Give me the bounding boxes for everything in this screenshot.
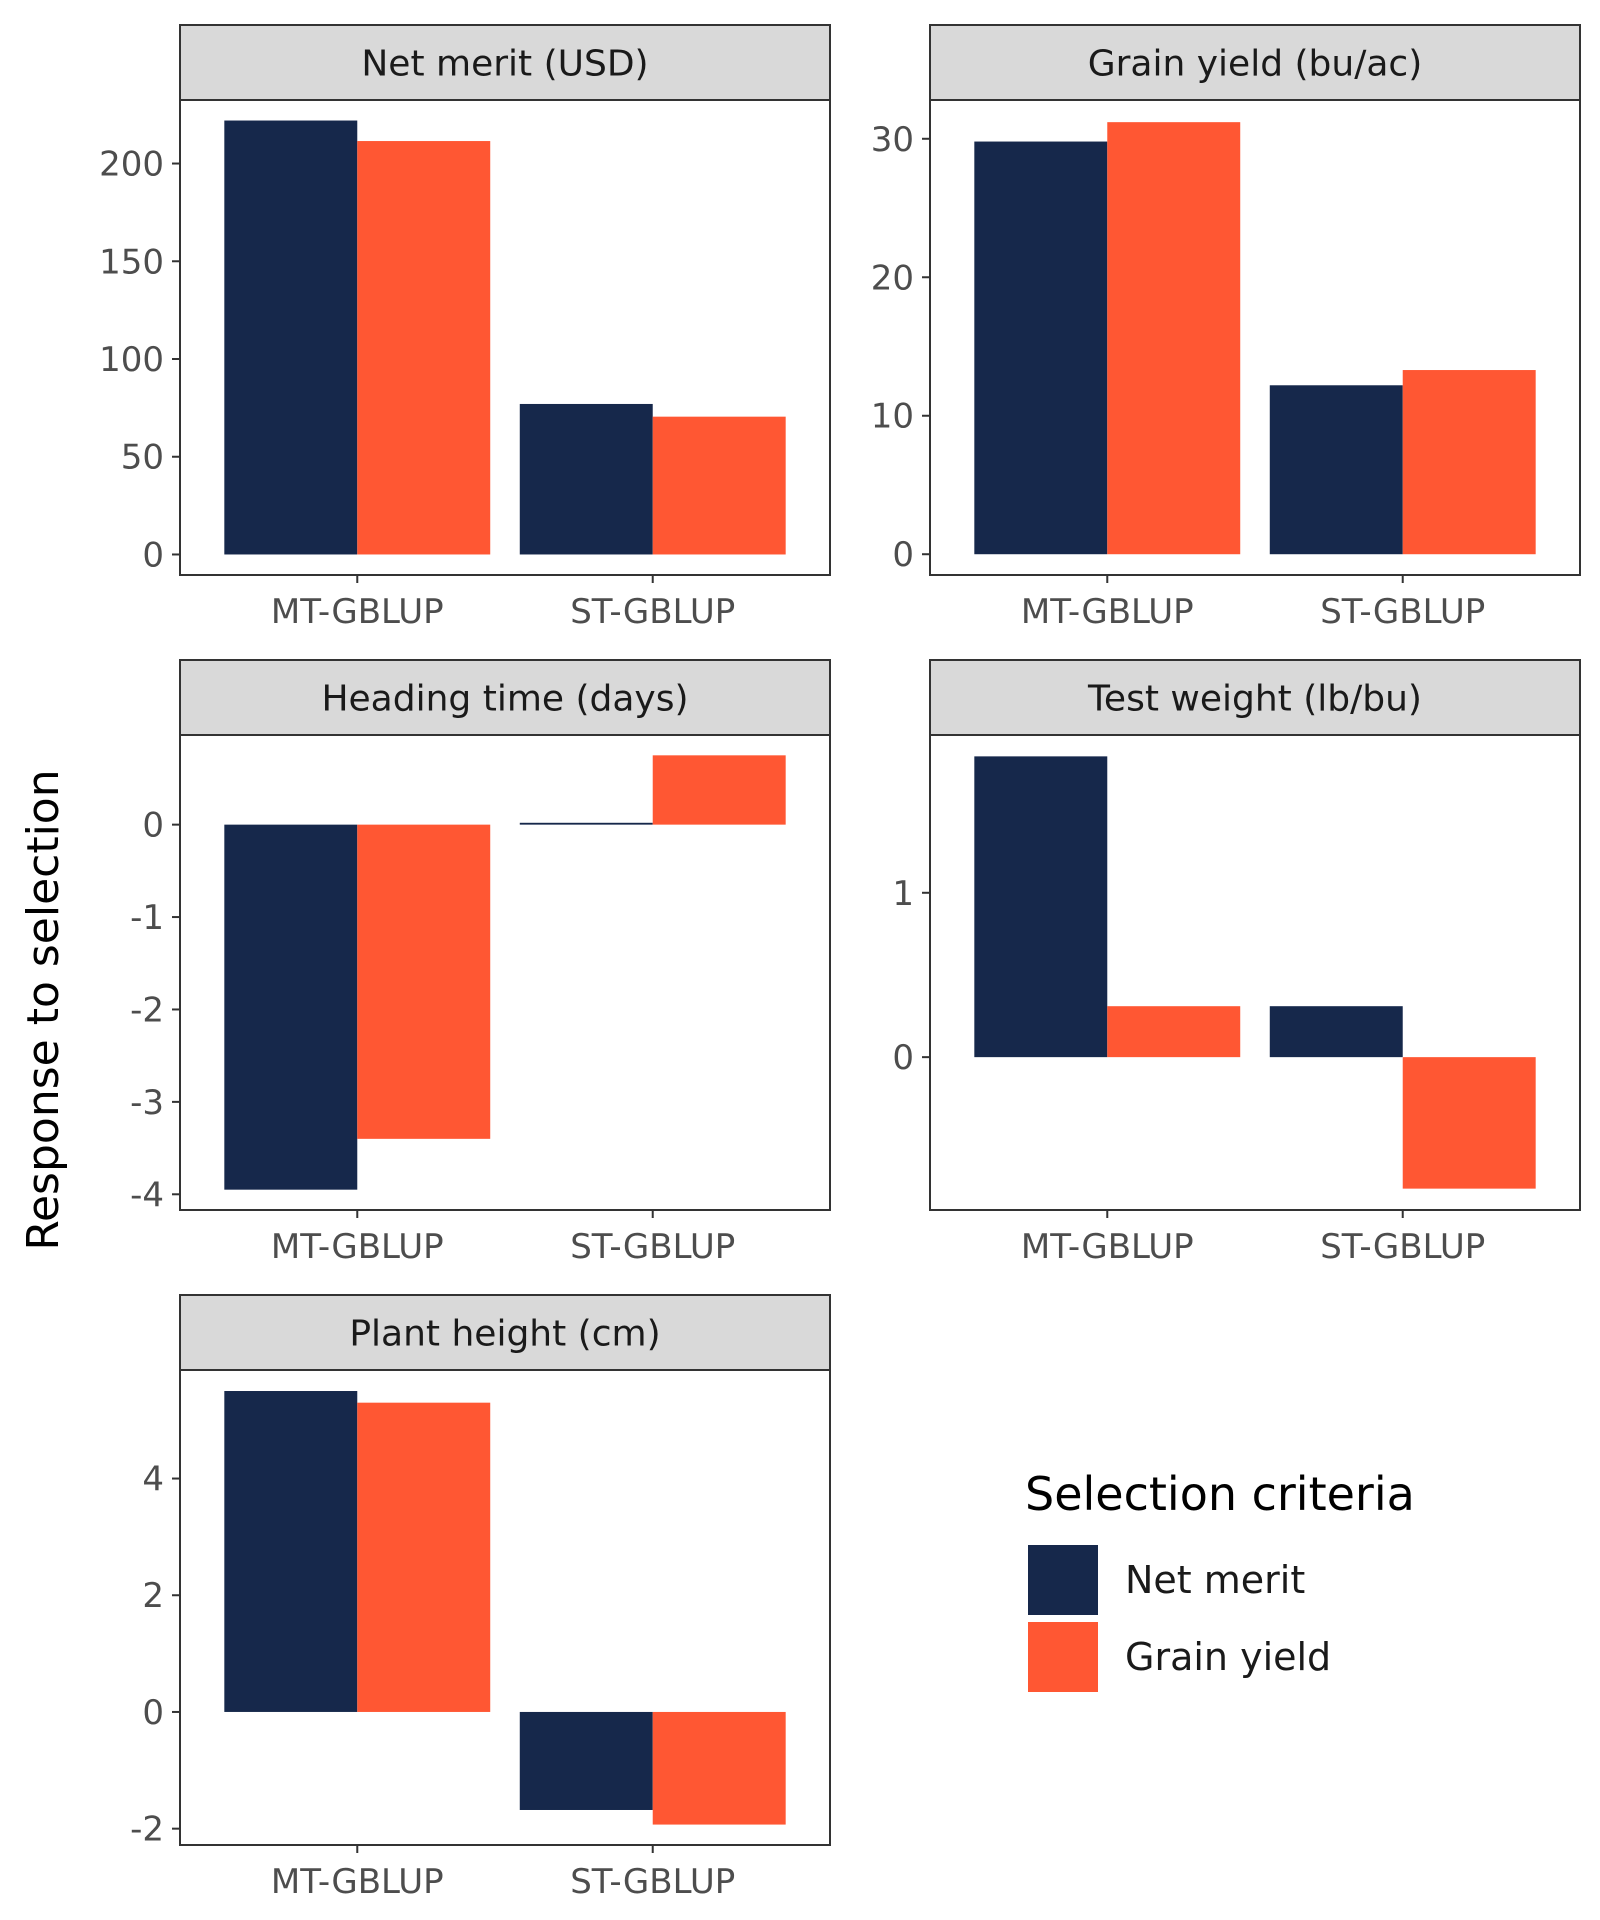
bar-grain-yield-mt-gblup bbox=[357, 1402, 491, 1712]
panel-border bbox=[179, 734, 831, 1211]
panel-5: Plant height (cm) -2 0 2 4 MT-GBLUP ST-GBLUP bbox=[130, 1294, 831, 1902]
panel-title: Grain yield (bu/ac) bbox=[1088, 44, 1423, 85]
panel-title: Test weight (lb/bu) bbox=[1087, 679, 1422, 720]
bar-grain-yield-st-gblup bbox=[652, 416, 786, 555]
bar-net-merit-st-gblup bbox=[1269, 1006, 1403, 1058]
legend-key-net-merit bbox=[1028, 1545, 1098, 1615]
y-tick-label: 50 bbox=[121, 438, 164, 478]
panel-border bbox=[929, 734, 1581, 1211]
y-tick-label: -2 bbox=[130, 990, 164, 1030]
x-tick-label: ST-GBLUP bbox=[570, 592, 735, 632]
x-tick-label: MT-GBLUP bbox=[271, 1227, 444, 1267]
panel-strip bbox=[179, 24, 831, 101]
y-tick-label: 2 bbox=[142, 1576, 164, 1616]
panel-title: Plant height (cm) bbox=[349, 1314, 660, 1355]
y-tick-label: 20 bbox=[871, 258, 914, 298]
y-tick-label: 150 bbox=[99, 242, 164, 282]
y-tick-label: 0 bbox=[142, 806, 164, 846]
bar-grain-yield-st-gblup bbox=[1402, 1057, 1536, 1189]
bar-net-merit-mt-gblup bbox=[974, 141, 1108, 555]
y-tick-label: -3 bbox=[130, 1083, 164, 1123]
bar-net-merit-mt-gblup bbox=[224, 120, 358, 555]
bar-net-merit-st-gblup bbox=[1269, 385, 1403, 555]
x-tick-label: ST-GBLUP bbox=[570, 1227, 735, 1267]
y-tick-label: 0 bbox=[142, 1693, 164, 1733]
x-tick-label: ST-GBLUP bbox=[1320, 1227, 1485, 1267]
y-tick-label: 200 bbox=[99, 145, 164, 185]
x-tick-label: MT-GBLUP bbox=[1021, 1227, 1194, 1267]
panel-border bbox=[929, 99, 1581, 576]
bar-net-merit-mt-gblup bbox=[224, 1391, 358, 1712]
panel-1: Net merit (USD) 0 50 100 150 200 MT-GBLUP ST-GB… bbox=[99, 24, 831, 632]
panel-strip bbox=[929, 24, 1581, 101]
x-tick-label: MT-GBLUP bbox=[1021, 592, 1194, 632]
y-tick-label: -2 bbox=[130, 1810, 164, 1850]
x-tick-label: MT-GBLUP bbox=[271, 1862, 444, 1902]
legend-key-grain-yield bbox=[1028, 1622, 1098, 1692]
panel-border bbox=[179, 1369, 831, 1846]
x-tick-label: ST-GBLUP bbox=[570, 1862, 735, 1902]
x-tick-label: MT-GBLUP bbox=[271, 592, 444, 632]
panel-strip bbox=[179, 659, 831, 736]
y-tick-label: 0 bbox=[142, 535, 164, 575]
y-tick-label: -4 bbox=[130, 1175, 164, 1215]
bar-grain-yield-mt-gblup bbox=[357, 141, 491, 555]
legend: Selection criteria Net merit Grain yield bbox=[1025, 1467, 1415, 1692]
bar-net-merit-mt-gblup bbox=[224, 824, 358, 1190]
y-tick-label: 0 bbox=[892, 535, 914, 575]
bar-net-merit-st-gblup bbox=[519, 403, 653, 555]
bar-grain-yield-st-gblup bbox=[652, 1711, 786, 1825]
panel-4: Test weight (lb/bu) 0 1 MT-GBLUP ST-GBLUP bbox=[892, 659, 1581, 1267]
bar-grain-yield-st-gblup bbox=[652, 755, 786, 825]
bar-grain-yield-mt-gblup bbox=[1107, 1006, 1241, 1058]
y-tick-label: 0 bbox=[892, 1038, 914, 1078]
y-axis-label: Response to selection bbox=[18, 769, 69, 1250]
panel-strip bbox=[179, 1294, 831, 1371]
bar-net-merit-st-gblup bbox=[519, 1711, 653, 1810]
y-tick-label: 30 bbox=[871, 120, 914, 160]
y-tick-label: 10 bbox=[871, 397, 914, 437]
panel-title: Heading time (days) bbox=[321, 679, 688, 720]
panel-border bbox=[179, 99, 831, 576]
bar-net-merit-st-gblup bbox=[519, 822, 653, 825]
y-tick-label: 100 bbox=[99, 340, 164, 380]
bar-grain-yield-mt-gblup bbox=[1107, 122, 1241, 555]
bar-net-merit-mt-gblup bbox=[974, 756, 1108, 1058]
bar-grain-yield-st-gblup bbox=[1402, 370, 1536, 555]
panel-title: Net merit (USD) bbox=[361, 44, 648, 85]
panel-2: Grain yield (bu/ac) 0 10 20 30 MT-GBLUP ST-GBL… bbox=[871, 24, 1581, 632]
y-tick-label: 1 bbox=[892, 874, 914, 914]
bar-grain-yield-mt-gblup bbox=[357, 824, 491, 1139]
panel-3: Heading time (days) -4 -3 -2 -1 0 MT-GBLUP ST-G… bbox=[130, 659, 831, 1267]
y-tick-label: -1 bbox=[130, 898, 164, 938]
legend-label: Grain yield bbox=[1125, 1635, 1331, 1679]
y-tick-label: 4 bbox=[142, 1460, 164, 1500]
x-tick-label: ST-GBLUP bbox=[1320, 592, 1485, 632]
legend-title: Selection criteria bbox=[1025, 1467, 1415, 1521]
legend-label: Net merit bbox=[1125, 1558, 1305, 1602]
